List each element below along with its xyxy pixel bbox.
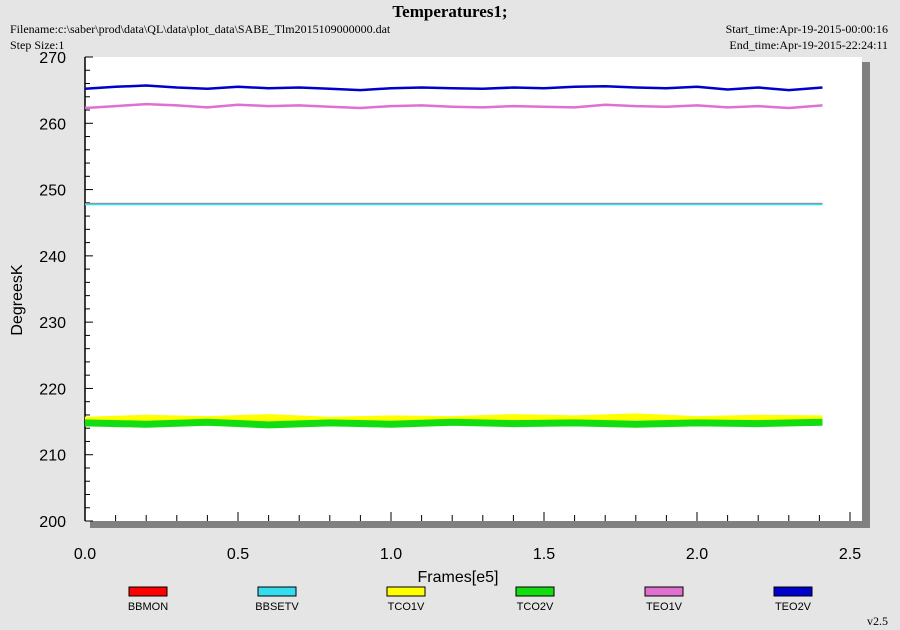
y-tick-label: 210 [39, 448, 66, 465]
legend-swatch-bbsetv [257, 586, 297, 597]
plot-area [85, 57, 862, 521]
filename-label: Filename:c:\saber\prod\data\QL\data\plot… [10, 22, 391, 36]
y-minor-ticks [85, 56, 93, 522]
x-axis-title: Frames[e5] [418, 569, 499, 586]
y-tick-label: 200 [39, 514, 66, 531]
legend-label-teo2v: TEO2V [775, 601, 812, 613]
step-size-label: Step Size:1 [10, 38, 65, 52]
x-tick-label: 1.5 [533, 546, 555, 563]
legend-swatch-bbmon [128, 586, 168, 597]
y-tick-labels: 200 210 220 230 240 250 260 270 [39, 50, 66, 531]
legend-label-teo1v: TEO1V [646, 601, 683, 613]
series-line-teo2v [84, 84, 823, 92]
y-tick-label: 250 [39, 183, 66, 200]
start-time-label: Start_time:Apr-19-2015-00:00:16 [725, 22, 888, 36]
legend-swatch-tco2v [515, 586, 555, 597]
x-tick-label: 0.0 [74, 546, 96, 563]
y-tick-label: 240 [39, 249, 66, 266]
end-time-label: End_time:Apr-19-2015-22:24:11 [729, 38, 888, 52]
version-label: v2.5 [867, 614, 888, 628]
legend-label-tco2v: TCO2V [517, 601, 554, 613]
y-tick-label: 270 [39, 50, 66, 67]
x-tick-label: 0.5 [227, 546, 249, 563]
legend: BBMON BBSETV TCO1V TCO2V TEO1V TEO2V [128, 586, 813, 613]
y-tick-label: 230 [39, 315, 66, 332]
y-axis-title: DegreesK [9, 264, 26, 335]
x-tick-label: 2.0 [686, 546, 708, 563]
series-lines [84, 84, 823, 429]
legend-label-tco1v: TCO1V [388, 601, 425, 613]
legend-label-bbsetv: BBSETV [255, 601, 299, 613]
series-line-tco2v [84, 418, 823, 429]
series-line-teo1v [84, 102, 823, 110]
chart-title: Temperatures1; [392, 2, 508, 21]
x-ticks [84, 512, 851, 521]
y-tick-label: 260 [39, 116, 66, 133]
legend-label-bbmon: BBMON [128, 601, 168, 613]
x-tick-label: 2.5 [839, 546, 861, 563]
legend-swatch-teo1v [644, 586, 684, 597]
legend-swatch-teo2v [773, 586, 813, 597]
x-tick-label: 1.0 [380, 546, 402, 563]
y-tick-label: 220 [39, 381, 66, 398]
legend-swatch-tco1v [386, 586, 426, 597]
x-tick-labels: 0.0 0.5 1.0 1.5 2.0 2.5 [74, 546, 861, 563]
